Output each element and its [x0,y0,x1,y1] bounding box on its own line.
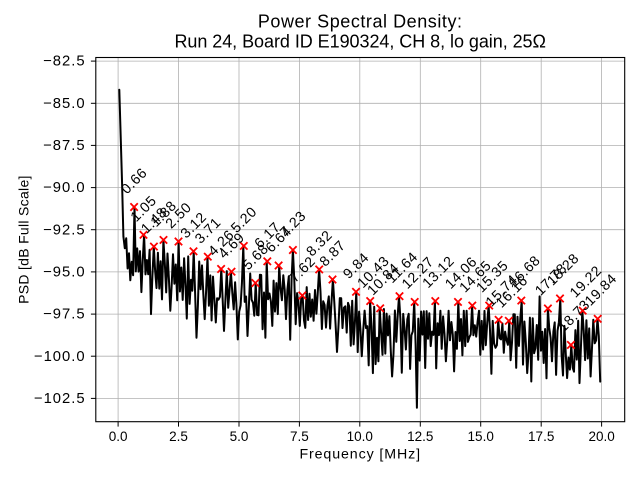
svg-text:17.5: 17.5 [528,429,554,444]
svg-text:−97.5: −97.5 [43,307,85,323]
svg-text:−90.0: −90.0 [43,180,85,196]
svg-text:7.5: 7.5 [290,429,309,444]
svg-text:−92.5: −92.5 [43,222,85,238]
svg-text:15.0: 15.0 [468,429,494,444]
svg-text:20.0: 20.0 [588,429,614,444]
svg-text:Power Spectral Density:: Power Spectral Density: [258,11,463,31]
svg-text:−85.0: −85.0 [43,96,85,112]
svg-text:Run 24, Board ID E190324, CH 8: Run 24, Board ID E190324, CH 8, lo gain,… [174,31,546,51]
svg-text:−87.5: −87.5 [43,138,85,154]
svg-text:−82.5: −82.5 [43,54,85,70]
svg-text:2.5: 2.5 [169,429,188,444]
svg-text:5.0: 5.0 [230,429,249,444]
svg-text:0.0: 0.0 [109,429,128,444]
svg-text:10.0: 10.0 [347,429,373,444]
svg-text:−102.5: −102.5 [34,391,86,407]
svg-text:Frequency [MHz]: Frequency [MHz] [299,447,421,463]
svg-text:−100.0: −100.0 [34,349,86,365]
svg-text:−95.0: −95.0 [43,265,85,281]
svg-text:PSD [dB Full Scale]: PSD [dB Full Scale] [16,175,32,304]
svg-text:12.5: 12.5 [407,429,433,444]
